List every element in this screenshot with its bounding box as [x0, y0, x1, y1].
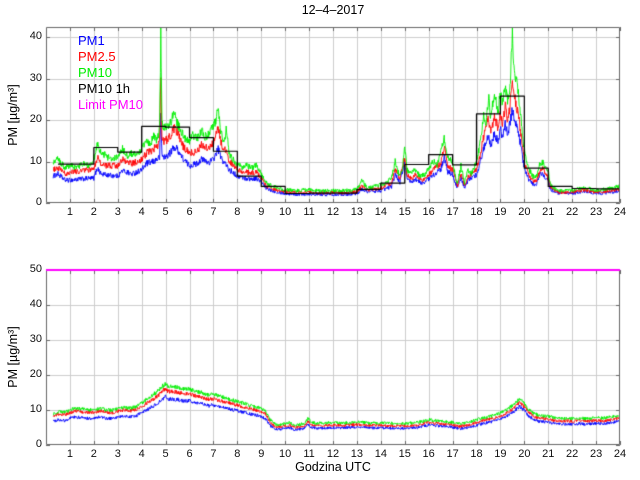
y-tick-label: 0 — [35, 196, 42, 208]
x-tick-label: 21 — [542, 448, 555, 460]
x-tick-label: 15 — [398, 206, 411, 218]
x-tick-label: 16 — [422, 448, 435, 460]
x-tick-label: 10 — [279, 448, 292, 460]
x-tick-label: 16 — [422, 206, 435, 218]
x-tick-label: 3 — [114, 206, 121, 218]
x-tick-label: 1 — [66, 448, 73, 460]
x-tick-label: 24 — [613, 448, 627, 460]
y-tick-label: 30 — [29, 71, 42, 84]
x-tick-label: 4 — [138, 206, 145, 218]
y-tick-label: 50 — [29, 263, 42, 275]
legend-label-limit-pm10: Limit PM10 — [78, 97, 144, 112]
x-tick-label: 20 — [518, 448, 531, 460]
x-tick-label: 14 — [374, 206, 387, 218]
x-tick-label: 7 — [210, 448, 217, 460]
x-tick-label: 24 — [613, 206, 627, 218]
x-tick-label: 4 — [138, 448, 145, 460]
x-tick-label: 19 — [494, 206, 507, 218]
x-tick-label: 11 — [303, 448, 315, 460]
x-tick-label: 13 — [350, 448, 364, 460]
x-tick-label: 14 — [374, 448, 387, 460]
x-tick-label: 21 — [542, 206, 555, 218]
y-tick-label: 10 — [29, 154, 42, 167]
legend-label-pm1: PM1 — [78, 33, 105, 48]
x-tick-label: 15 — [398, 448, 411, 460]
x-tick-label: 1 — [66, 206, 73, 218]
x-tick-label: 6 — [186, 448, 193, 460]
x-tick-label: 23 — [589, 448, 603, 460]
legend-label-pm2-5: PM2.5 — [78, 49, 116, 64]
x-tick-label: 22 — [566, 448, 579, 460]
x-tick-label: 17 — [446, 448, 459, 460]
x-tick-label: 12 — [326, 206, 340, 218]
y-tick-label: 20 — [29, 113, 42, 126]
y-tick-label: 10 — [29, 403, 42, 415]
y-tick-label: 0 — [35, 438, 42, 450]
legend-label-pm10-1h: PM10 1h — [78, 81, 131, 96]
x-tick-label: 13 — [350, 206, 364, 218]
x-tick-label: 23 — [589, 206, 603, 218]
x-tick-label: 5 — [162, 448, 169, 460]
x-tick-label: 9 — [258, 448, 265, 460]
legend-label-pm10: PM10 — [78, 65, 112, 80]
x-tick-label: 7 — [210, 206, 217, 218]
x-tick-label: 6 — [186, 206, 193, 218]
x-tick-label: 18 — [470, 206, 483, 218]
chart-title: 12–4–2017 — [301, 3, 365, 17]
y-tick-label: 40 — [29, 30, 42, 43]
y-tick-label: 30 — [29, 333, 42, 345]
x-tick-label: 8 — [234, 448, 241, 460]
x-tick-label: 3 — [114, 448, 121, 460]
x-tick-label: 2 — [90, 206, 97, 218]
x-tick-label: 19 — [494, 448, 507, 460]
y-tick-label: 40 — [29, 298, 42, 310]
x-tick-label: 12 — [326, 448, 340, 460]
y-tick-label: 20 — [29, 368, 42, 380]
legend: PM1 PM2.5 PM10 PM10 1h Limit PM10 — [78, 33, 143, 113]
x-tick-label: 9 — [258, 206, 265, 218]
x-tick-label: 10 — [279, 206, 292, 218]
x-axis-label: Godzina UTC — [295, 460, 371, 474]
x-tick-label: 18 — [470, 448, 483, 460]
x-tick-label: 2 — [90, 448, 97, 460]
x-tick-label: 17 — [446, 206, 459, 218]
x-tick-label: 20 — [518, 206, 531, 218]
x-tick-label: 11 — [303, 206, 315, 218]
x-tick-label: 22 — [566, 206, 579, 218]
x-tick-label: 8 — [234, 206, 241, 218]
x-tick-label: 5 — [162, 206, 169, 218]
